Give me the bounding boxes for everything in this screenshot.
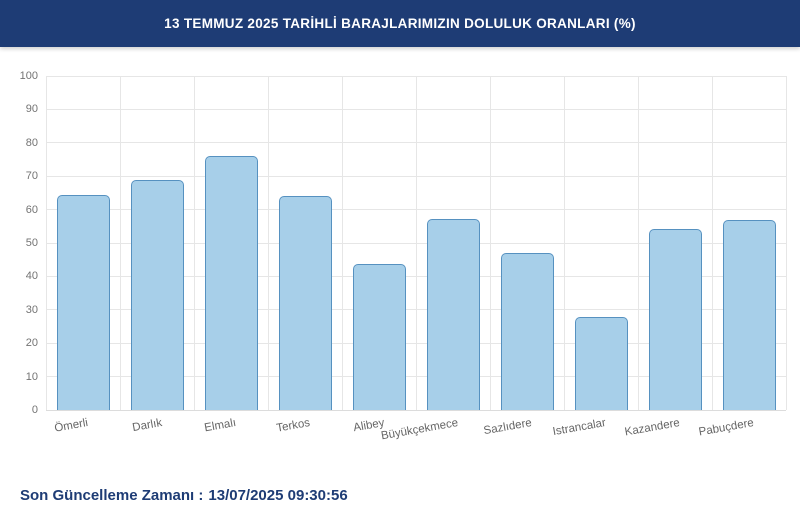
last-update-timestamp: 13/07/2025 09:30:56 [208,487,348,504]
bar-sazlıdere[interactable] [500,253,554,410]
bar-terkos[interactable] [278,195,332,410]
last-update-footer: Son Güncelleme Zamanı :13/07/2025 09:30:… [20,487,348,504]
y-axis-tick-label: 20 [25,337,38,350]
x-gridline [415,76,417,410]
bar-elmalı[interactable] [204,155,258,410]
y-axis-tick-label: 10 [25,370,38,383]
x-gridline [119,76,121,410]
y-axis-tick-label: 90 [25,103,38,116]
y-axis-tick-label: 40 [25,270,38,283]
last-update-label: Son Güncelleme Zamanı : [20,487,204,504]
x-axis-label-terkos: Terkos [275,417,312,435]
x-gridline [45,76,47,410]
x-gridline [637,76,639,410]
x-axis-label-sazlıdere: Sazlıdere [483,417,534,438]
page-title: 13 TEMMUZ 2025 TARİHLİ BARAJLARIMIZIN DO… [164,16,636,31]
y-axis-tick-label: 30 [25,303,38,316]
y-axis-tick-label: 80 [25,136,38,149]
bar-pabuçdere[interactable] [722,219,776,410]
y-axis-tick-label: 70 [25,170,38,183]
x-axis-label-pabuçdere: Pabuçdere [698,417,756,439]
x-gridline [489,76,491,410]
y-axis-tick-label: 100 [19,70,38,82]
x-gridline [711,76,713,410]
x-axis-label-büyükçekmece: Büyükçekmece [380,417,460,443]
x-gridline [341,76,343,410]
x-axis-label-kazandere: Kazandere [624,417,682,439]
y-gridline [46,409,786,411]
x-gridline [785,76,787,410]
y-axis-tick-label: 60 [25,203,38,216]
bar-istrancalar[interactable] [574,316,628,410]
x-gridline [193,76,195,410]
bar-kazandere[interactable] [648,228,702,410]
dam-fullness-bar-chart: 0 10 20 30 40 50 60 70 80 90 100 Ömerli Darlık Elmalı… [20,70,787,442]
x-axis-label-darlık: Darlık [131,417,164,435]
bar-ömerli[interactable] [56,195,110,410]
x-axis-label-elmalı: Elmalı [203,417,238,435]
x-axis-label-ömerli: Ömerli [53,417,90,435]
bar-darlık[interactable] [130,179,184,410]
y-axis-tick-label: 0 [31,404,38,416]
title-bar: 13 TEMMUZ 2025 TARİHLİ BARAJLARIMIZIN DO… [0,0,800,47]
y-axis-tick-label: 50 [25,237,38,249]
bar-büyükçekmece[interactable] [426,219,480,410]
bar-alibey[interactable] [352,264,406,410]
x-axis-label-istrancalar: Istrancalar [552,417,608,439]
x-gridline [563,76,565,410]
x-gridline [267,76,269,410]
